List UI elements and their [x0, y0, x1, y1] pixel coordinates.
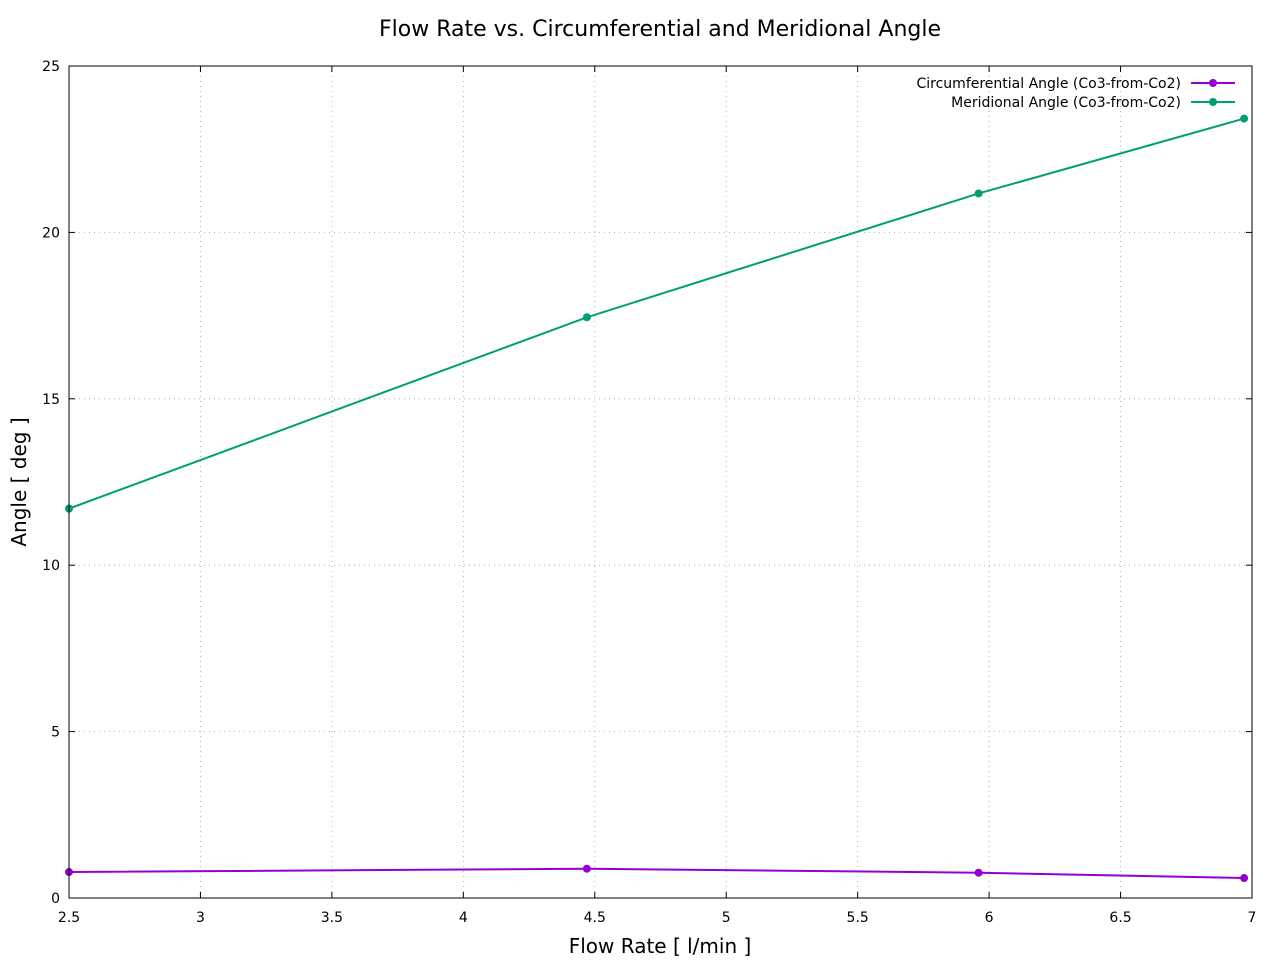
- legend-label: Circumferential Angle (Co3-from-Co2): [917, 76, 1182, 92]
- plot-frame: [68, 65, 1253, 899]
- x-tick-label: 6.5: [1109, 910, 1131, 926]
- y-tick-label: 10: [42, 558, 60, 574]
- legend: Circumferential Angle (Co3-from-Co2) Meri…: [917, 76, 1235, 111]
- series-line-0: [68, 867, 1245, 880]
- y-tick-label: 15: [42, 392, 60, 408]
- legend-swatch-marker: [1209, 98, 1217, 106]
- x-tick-label: 5.5: [847, 910, 869, 926]
- series-0-point: [1240, 874, 1249, 883]
- y-axis-title: Angle [ deg ]: [7, 417, 31, 546]
- grid: [69, 66, 1252, 898]
- series-1-point: [974, 189, 983, 198]
- y-tick-label: 25: [42, 59, 60, 75]
- x-tick-label: 6: [985, 910, 994, 926]
- legend-swatch-marker: [1209, 79, 1217, 87]
- y-tick-label: 20: [42, 225, 60, 241]
- x-axis-title: Flow Rate [ l/min ]: [569, 934, 752, 958]
- series-1-point: [1240, 114, 1249, 123]
- x-tick-label: 3.5: [321, 910, 343, 926]
- chart-title: Flow Rate vs. Circumferential and Meridi…: [379, 17, 941, 42]
- series-0-point: [582, 864, 591, 873]
- x-tick-label: 4: [459, 910, 468, 926]
- series-line-1: [68, 117, 1245, 510]
- x-tick-label: 3: [196, 910, 205, 926]
- series-layer: [65, 114, 1249, 883]
- x-tick-label: 2.5: [58, 910, 80, 926]
- series-1-point: [582, 313, 591, 322]
- y-tick-label: 0: [51, 891, 60, 907]
- x-tick-label: 7: [1248, 910, 1257, 926]
- x-tick-label: 5: [722, 910, 731, 926]
- series-0-point: [974, 868, 983, 877]
- axes: 2.5 3 3.5 4 4.5 5 5.5 6 6.5 7 0 5 10 15 20 25: [42, 59, 1256, 926]
- legend-label: Meridional Angle (Co3-from-Co2): [951, 95, 1181, 111]
- y-tick-label: 5: [51, 725, 60, 741]
- x-tick-label: 4.5: [584, 910, 606, 926]
